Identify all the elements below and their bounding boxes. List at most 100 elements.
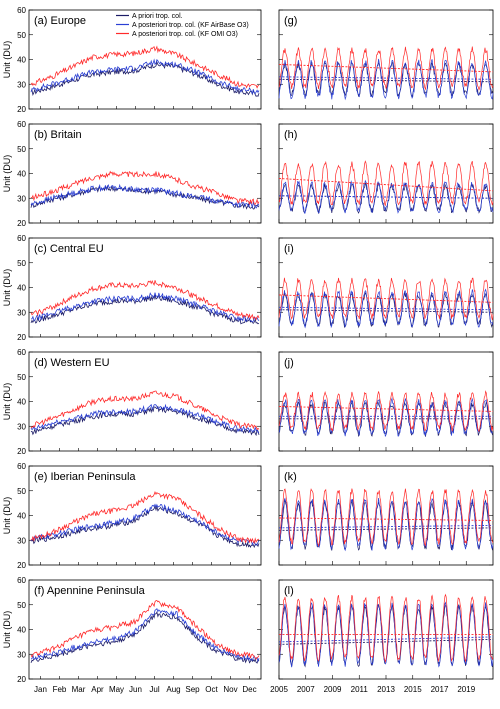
panel-left-5: 20 30 40 50 60 (e) Iberian Peninsula — [17, 462, 262, 570]
panel-right-4: (j) — [278, 351, 494, 452]
series-line-airbase — [278, 601, 494, 668]
y-tick-label: 60 — [17, 120, 26, 129]
series-line-airbase — [30, 183, 260, 209]
x-tick-label: 2013 — [377, 685, 395, 694]
trend-line-omi — [278, 517, 494, 521]
y-tick-label: 50 — [17, 373, 26, 382]
y-tick-label: 40 — [17, 512, 26, 521]
y-tick-label: 30 — [17, 194, 26, 203]
x-tick-label: May — [109, 685, 124, 694]
x-tick-label: Aug — [166, 685, 180, 694]
x-axis-right: 2005 2007 2009 2011 2013 2015 2017 2019 — [270, 685, 476, 694]
y-tick-label: 30 — [17, 650, 26, 659]
trend-line-omi — [278, 294, 494, 303]
x-tick-label: 2011 — [351, 685, 369, 694]
y-tick-label: 40 — [17, 170, 26, 179]
panel-title: (k) — [284, 471, 297, 483]
panel-right-6: (l) — [278, 579, 494, 680]
panel-title: (g) — [284, 15, 297, 27]
series-line-omi — [278, 277, 494, 321]
y-tick-label: 60 — [17, 234, 26, 243]
y-tick-label: 40 — [17, 626, 26, 635]
legend-label-omi: A posteriori trop. col. (KF OMI O3) — [132, 31, 238, 38]
panel-title: (l) — [284, 585, 294, 597]
y-tick-label: 60 — [17, 6, 26, 15]
x-tick-label: Jan — [34, 685, 47, 694]
y-tick-label: 50 — [17, 487, 26, 496]
trend-line-omi — [278, 64, 494, 73]
y-tick-label: 30 — [17, 536, 26, 545]
panel-right-1: (g) — [278, 9, 494, 110]
series-line-airbase — [30, 503, 260, 546]
trend-line-omi — [278, 406, 494, 412]
y-tick-label: 60 — [17, 576, 26, 585]
series-line-omi — [278, 593, 494, 663]
series-line-prior — [30, 405, 260, 437]
series-line-omi — [278, 46, 494, 91]
x-tick-label: 2009 — [324, 685, 342, 694]
x-tick-label: 2005 — [270, 685, 288, 694]
panel-left-4: 20 30 40 50 60 (d) Western EU — [17, 348, 262, 456]
series-line-airbase — [278, 179, 494, 214]
series-line-airbase — [30, 58, 260, 95]
x-tick-label: 2015 — [404, 685, 422, 694]
panel-title: (a) Europe — [34, 15, 86, 27]
y-tick-label: 20 — [17, 675, 26, 684]
panel-right-3: (i) — [278, 237, 494, 338]
panel-title: (h) — [284, 129, 297, 141]
trend-line-prior — [278, 638, 494, 645]
series-line-airbase — [278, 397, 494, 437]
y-tick-label: 50 — [17, 145, 26, 154]
y-axis-label: Unit (DU) — [2, 155, 12, 193]
y-tick-label: 20 — [17, 447, 26, 456]
panel-title: (i) — [284, 243, 294, 255]
panel-left-1: 20 30 40 50 60 (a) Europe — [17, 6, 262, 114]
y-axis-label: Unit (DU) — [2, 41, 12, 79]
series-line-prior — [30, 60, 260, 97]
trend-line-airbase — [278, 524, 494, 529]
panel-frame — [278, 579, 494, 680]
series-line-omi — [30, 279, 260, 321]
trend-line-airbase — [278, 195, 494, 199]
y-axis-label: Unit (DU) — [2, 611, 12, 649]
series-line-prior — [30, 505, 260, 549]
y-tick-label: 60 — [17, 348, 26, 357]
y-tick-label: 30 — [17, 422, 26, 431]
y-tick-label: 50 — [17, 601, 26, 610]
panel-left-6: 20 30 40 50 60 (f) Apennine Peninsula — [17, 576, 262, 684]
y-tick-label: 40 — [17, 284, 26, 293]
y-tick-label: 40 — [17, 56, 26, 65]
panel-title: (b) Britain — [34, 129, 82, 141]
trend-line-omi — [278, 178, 494, 192]
series-line-omi — [30, 170, 260, 206]
x-axis-left: Jan Feb Mar Apr May Jun Jul Aug Sep Oct Nov Dec — [34, 685, 257, 694]
series-line-omi — [30, 491, 260, 545]
panel-left-2: 20 30 40 50 60 (b) Britain — [17, 120, 262, 228]
legend-label-airbase: A posteriori trop. col. (KF AirBase O3) — [132, 22, 249, 29]
series-line-omi — [278, 488, 494, 547]
trend-line-prior — [278, 78, 494, 83]
series-line-prior — [30, 294, 260, 325]
series-line-airbase — [278, 58, 494, 101]
series-line-airbase — [31, 292, 260, 323]
panel-title: (j) — [284, 357, 294, 369]
panel-right-5: (k) — [278, 465, 494, 566]
panel-left-3: 20 30 40 50 60 (c) Central EU — [17, 234, 262, 342]
series-line-airbase — [30, 403, 260, 434]
series-line-prior — [30, 611, 260, 664]
x-tick-label: Dec — [242, 685, 256, 694]
trend-line-prior — [278, 309, 494, 313]
y-tick-label: 60 — [17, 462, 26, 471]
x-tick-label: Apr — [91, 685, 104, 694]
series-line-omi — [30, 390, 260, 431]
x-tick-label: 2007 — [297, 685, 315, 694]
x-tick-label: Oct — [205, 685, 218, 694]
x-tick-label: 2017 — [431, 685, 449, 694]
y-axis-label: Unit (DU) — [2, 383, 12, 421]
series-line-omi — [30, 45, 260, 89]
panel-title: (e) Iberian Peninsula — [34, 471, 136, 483]
panel-title: (c) Central EU — [34, 243, 104, 255]
y-tick-label: 30 — [17, 80, 26, 89]
series-line-airbase — [278, 288, 494, 329]
